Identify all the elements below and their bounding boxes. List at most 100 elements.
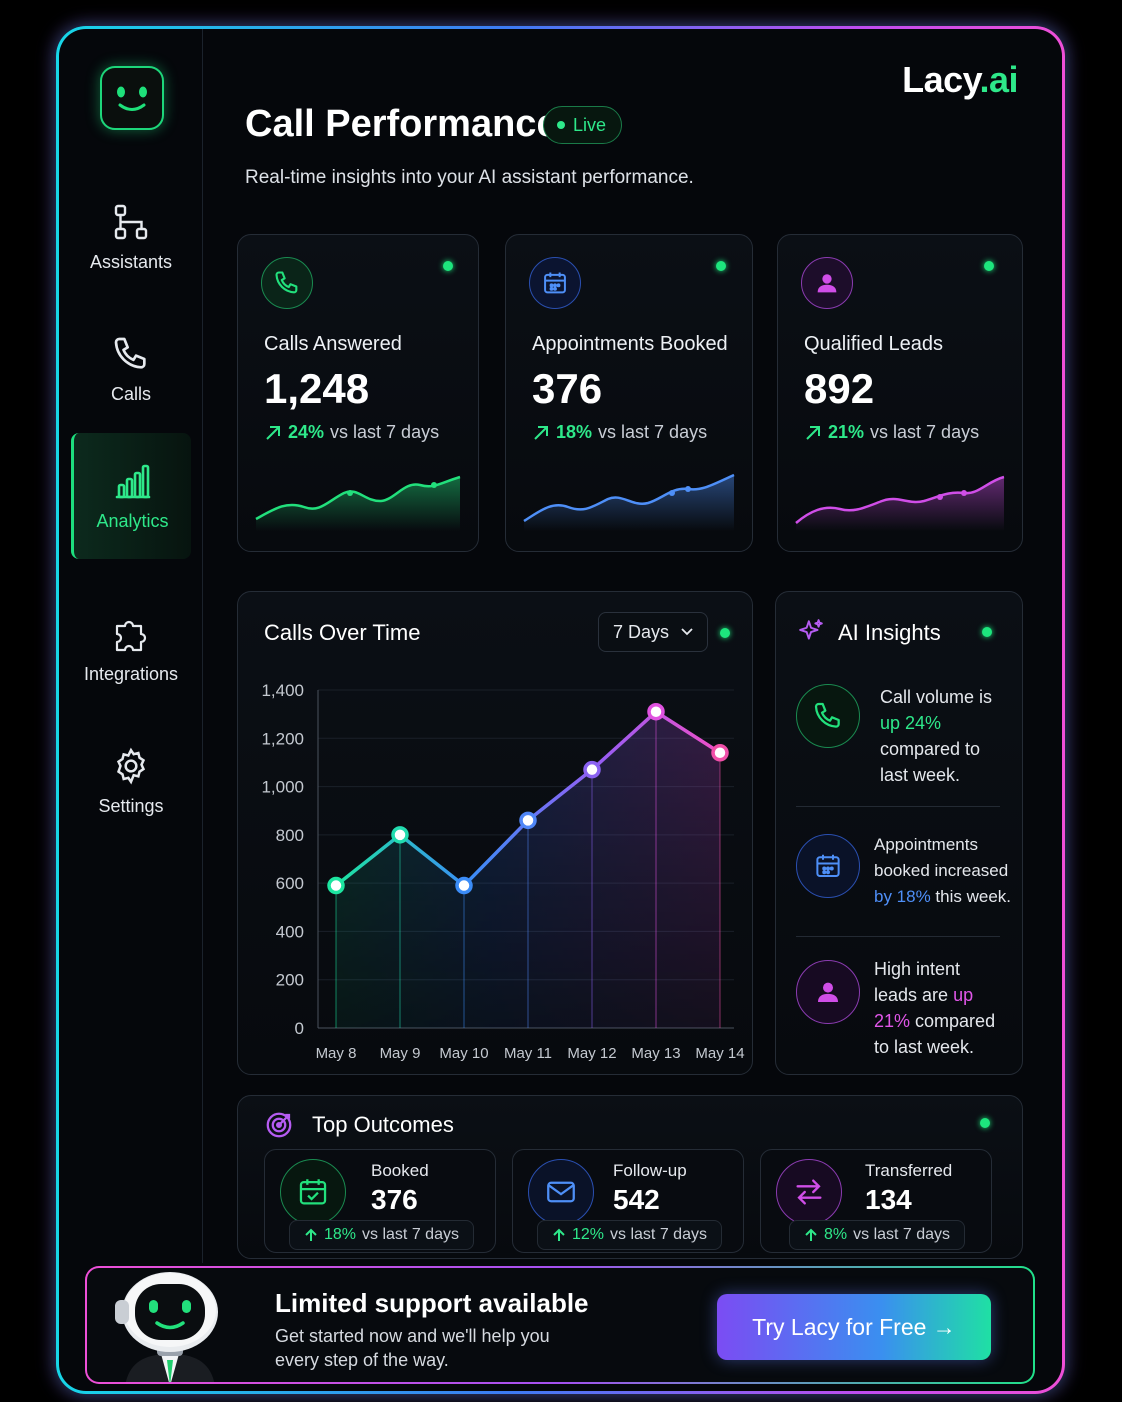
y-tick-label: 1,000	[261, 778, 304, 797]
promo-banner: Limited support available Get started no…	[85, 1266, 1035, 1384]
y-tick-label: 1,400	[261, 681, 304, 700]
brand-name: Lacy	[902, 59, 980, 100]
puzzle-icon	[115, 620, 147, 651]
stat-value: 892	[804, 365, 875, 412]
brand-logo: Lacy.ai	[902, 59, 1018, 101]
status-dot-icon	[984, 261, 994, 271]
x-tick-label: May 13	[631, 1045, 680, 1062]
brand-suffix: .ai	[979, 59, 1018, 100]
x-tick-label: May 12	[567, 1045, 616, 1062]
insight-text-post: compared to last week.	[874, 1011, 996, 1057]
outcome-delta: 8% vs last 7 days	[789, 1220, 966, 1250]
y-tick-label: 800	[276, 826, 304, 845]
sparkline-leads	[795, 475, 1005, 531]
outcome-card-booked[interactable]: Booked 376 18% vs last 7 days	[264, 1149, 496, 1253]
stat-card-calls[interactable]: Calls Answered 1,248 24% vs last 7 days	[237, 234, 479, 552]
phone-icon	[261, 257, 313, 309]
sparkline-calls	[255, 475, 461, 531]
outcome-value: 542	[613, 1184, 660, 1215]
outcome-value: 376	[371, 1184, 418, 1215]
sidebar-item-label: Assistants	[89, 251, 173, 272]
insight-highlight: up 24%	[880, 713, 942, 733]
outcome-delta-suffix: vs last 7 days	[610, 1226, 707, 1243]
stat-value: 376	[532, 365, 603, 412]
calls-line-chart: 0 200 400 600 800 1,000 1,200 1,400 May 8 May 9 M…	[261, 681, 744, 1062]
arrow-up-icon	[305, 1228, 317, 1241]
x-tick-label: May 10	[439, 1045, 488, 1062]
page-subtitle: Real-time insights into your AI assistan…	[245, 167, 694, 188]
bar-chart-icon	[115, 464, 150, 498]
x-tick-label: May 11	[504, 1045, 552, 1062]
outcome-name: Follow-up	[613, 1161, 687, 1180]
calendar-check-icon	[280, 1159, 346, 1225]
sidebar-item-assistants[interactable]: Assistants	[71, 177, 191, 297]
outcome-delta-value: 8%	[824, 1226, 848, 1243]
insight-text-post: this week.	[930, 887, 1012, 906]
sidebar-item-label: Settings	[98, 795, 164, 816]
stat-delta-suffix: vs last 7 days	[330, 422, 440, 442]
target-icon	[266, 1112, 292, 1138]
sparkle-icon	[799, 619, 823, 640]
sidebar-item-settings[interactable]: Settings	[71, 721, 191, 841]
insight-item: High intent leads are up 21% compared to…	[796, 956, 1006, 1066]
outcome-card-transferred[interactable]: Transferred 134 8% vs last 7 days	[760, 1149, 992, 1253]
stat-delta-suffix: vs last 7 days	[598, 422, 708, 442]
outcome-card-followup[interactable]: Follow-up 542 12% vs last 7 days	[512, 1149, 744, 1253]
sparkline-appointments	[523, 473, 735, 531]
status-dot-icon	[443, 261, 453, 271]
stat-card-leads[interactable]: Qualified Leads 892 21% vs last 7 days	[777, 234, 1023, 552]
panel-title: Top Outcomes	[312, 1112, 454, 1137]
arrow-up-icon	[805, 1228, 817, 1241]
stat-card-appointments[interactable]: Appointments Booked 376 18% vs last 7 day…	[505, 234, 753, 552]
x-tick-label: May 9	[380, 1045, 421, 1062]
data-point	[327, 876, 345, 895]
range-select-value: 7 Days	[612, 621, 670, 642]
promo-banner-inner: Limited support available Get started no…	[87, 1268, 1033, 1382]
calendar-icon	[796, 834, 860, 898]
logo[interactable]	[100, 66, 164, 130]
data-point	[711, 744, 729, 762]
banner-title: Limited support available	[275, 1288, 589, 1318]
y-tick-label: 0	[295, 1019, 304, 1038]
app-frame: Assistants Calls Analytics Integrations	[56, 26, 1065, 1394]
outcome-name: Booked	[371, 1161, 429, 1180]
sidebar-item-integrations[interactable]: Integrations	[71, 589, 191, 709]
stat-value: 1,248	[264, 365, 370, 412]
sidebar-item-analytics[interactable]: Analytics	[71, 433, 191, 559]
app-window: Assistants Calls Analytics Integrations	[59, 29, 1062, 1391]
divider	[796, 806, 1000, 807]
hierarchy-icon	[114, 204, 148, 239]
user-icon	[801, 257, 853, 309]
insight-text-pre: High intent leads are	[874, 959, 961, 1005]
insight-highlight: up 21%	[874, 985, 974, 1031]
phone-icon	[114, 337, 146, 369]
banner-subtitle: Get started now and we'll help you every…	[275, 1326, 550, 1370]
try-free-button[interactable]: Try Lacy for Free →	[717, 1294, 991, 1360]
calendar-icon	[529, 257, 581, 309]
insight-text-pre: Appointments booked increased	[874, 835, 1009, 880]
user-icon	[796, 960, 860, 1024]
live-dot-icon	[557, 121, 565, 129]
outcome-delta-value: 12%	[572, 1226, 605, 1243]
stat-label: Appointments Booked	[532, 333, 728, 355]
status-dot-icon	[982, 627, 992, 637]
calls-over-time-panel: Calls Over Time 7 Days 0 200 400 600 800 1,00…	[237, 591, 753, 1075]
live-badge: Live	[543, 106, 623, 144]
panel-title: AI Insights	[838, 620, 941, 645]
sidebar-item-calls[interactable]: Calls	[71, 309, 191, 429]
smiley-logo-icon	[117, 86, 147, 111]
arrow-up-right-icon	[266, 425, 280, 440]
outcome-delta-suffix: vs last 7 days	[362, 1226, 459, 1243]
insight-text-post: compared to last week.	[880, 739, 981, 785]
y-tick-label: 200	[276, 971, 304, 990]
divider	[796, 936, 1000, 937]
insight-highlight: by 18%	[874, 887, 931, 906]
stat-label: Calls Answered	[264, 333, 402, 355]
sidebar-item-label: Calls	[110, 383, 151, 404]
stat-delta: 18% vs last 7 days	[532, 422, 707, 443]
stat-delta-value: 21%	[828, 422, 865, 442]
range-select[interactable]: 7 Days	[598, 612, 708, 652]
insight-text: Call volume is up 24% compared to last w…	[880, 684, 1006, 788]
sidebar-item-label: Integrations	[83, 663, 179, 684]
y-tick-label: 400	[276, 922, 304, 941]
